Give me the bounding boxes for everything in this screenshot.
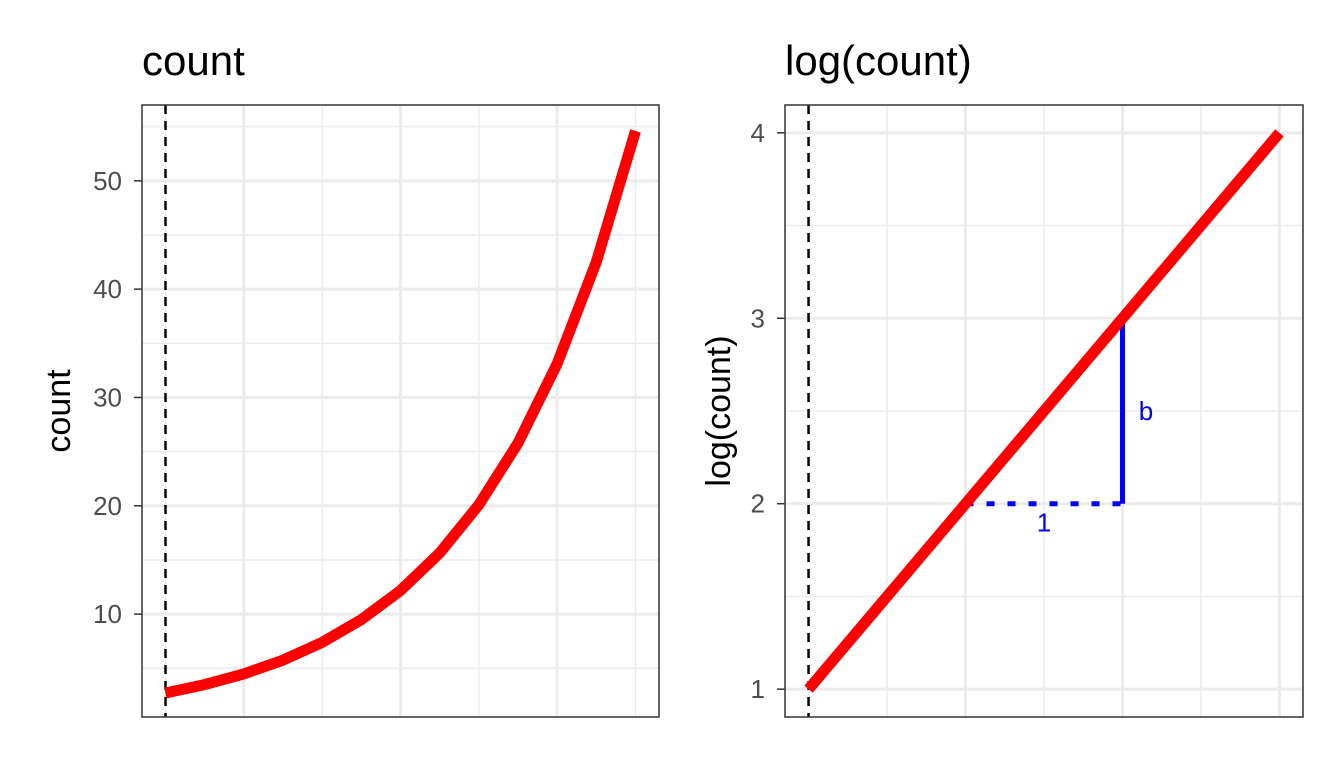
panel-2-panel-border xyxy=(784,104,1304,718)
panel-1-y-tick-label: 20 xyxy=(93,491,122,521)
panel-1-series-line-1 xyxy=(164,129,641,699)
panel-2-annotation-label-1: 1 xyxy=(1037,507,1051,537)
panel-2-y-tick-label: 1 xyxy=(751,674,765,704)
panel-2-y-tick-label: 4 xyxy=(751,118,765,148)
panel-2-annotation-label-2: b xyxy=(1139,396,1153,426)
panel-1-y-tick-label: 40 xyxy=(93,274,122,304)
panel-2-y-tick-label: 3 xyxy=(751,303,765,333)
panel-1-y-tick-label: 30 xyxy=(93,382,122,412)
panel-2-y-axis-label: log(count) xyxy=(700,335,738,486)
panel-2-y-tick-label: 2 xyxy=(751,489,765,519)
panel-1-panel-border xyxy=(141,104,660,718)
panel-1-title: count xyxy=(142,37,245,84)
panel-1-y-axis-label: count xyxy=(40,369,78,453)
panel-1-y-tick-label: 50 xyxy=(93,166,122,196)
panel-1-y-tick-label: 10 xyxy=(93,599,122,629)
panel-2-series-line-1 xyxy=(804,129,1284,693)
panel-2-title: log(count) xyxy=(785,37,972,84)
